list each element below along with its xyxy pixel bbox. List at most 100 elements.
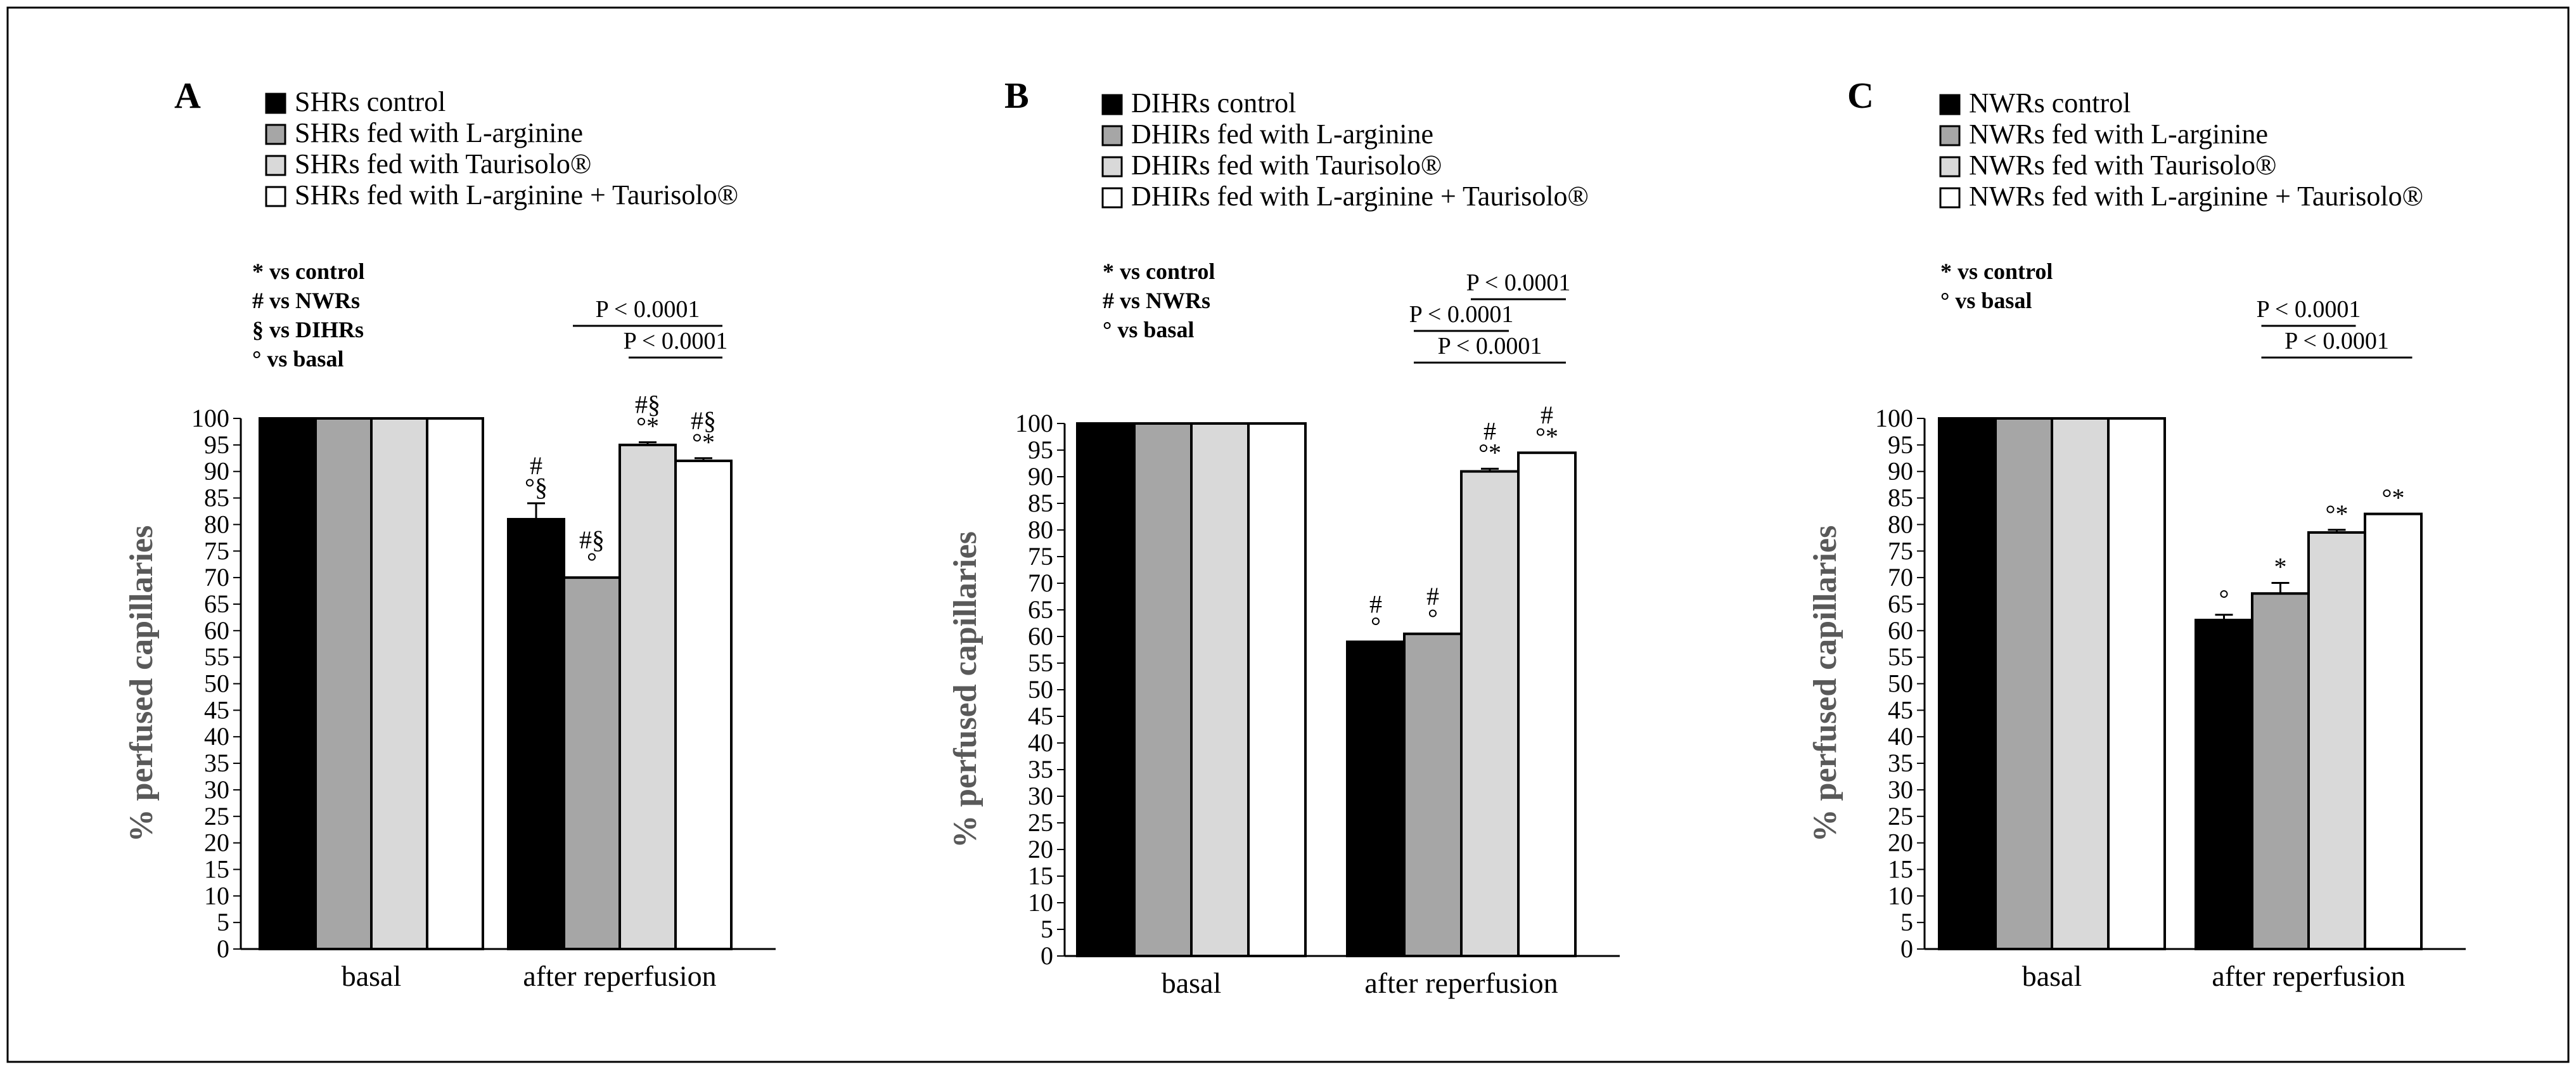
y-tick-label: 0 <box>1041 941 1053 970</box>
y-tick-label: 95 <box>1888 430 1913 459</box>
comparison-label: P < 0.0001 <box>596 296 700 323</box>
legend-swatch <box>265 155 286 176</box>
y-tick-label: 10 <box>1028 888 1053 917</box>
bar <box>1190 422 1250 957</box>
y-tick-label: 10 <box>1888 881 1913 910</box>
significance-mark: # <box>530 451 542 480</box>
bar <box>2307 531 2366 950</box>
legend-label: DHIRs fed with L-arginine + Taurisolo® <box>1131 181 1589 212</box>
bar <box>370 417 428 950</box>
y-tick-label: 85 <box>204 484 229 512</box>
significance-mark: #§ <box>635 391 660 419</box>
legend-label: NWRs fed with Taurisolo® <box>1969 150 2276 181</box>
significance-mark: °§ <box>525 473 548 501</box>
y-tick-label: 90 <box>204 457 229 486</box>
y-tick-label: 75 <box>204 536 229 565</box>
bar <box>1403 632 1463 957</box>
legend-label: DHIRs fed with L-arginine <box>1131 119 1433 150</box>
y-tick-label: 100 <box>1015 409 1053 437</box>
panel-letter: C <box>1847 75 1874 116</box>
y-tick-label: 65 <box>204 590 229 618</box>
footnote: ° vs basal <box>1103 317 1194 342</box>
bar <box>1994 417 2053 950</box>
footnote: § vs DIHRs <box>252 317 364 342</box>
y-tick-label: 60 <box>204 616 229 645</box>
footnote: ° vs basal <box>252 346 343 371</box>
significance-mark: # <box>1541 401 1553 429</box>
x-category-label: basal <box>2022 960 2082 992</box>
legend-swatch <box>1101 125 1123 146</box>
y-tick-label: 50 <box>204 669 229 698</box>
y-tick-label: 70 <box>1028 569 1053 597</box>
y-tick-label: 0 <box>217 934 229 963</box>
significance-mark: ° <box>587 547 597 576</box>
y-tick-label: 70 <box>1888 563 1913 591</box>
y-tick-label: 75 <box>1028 542 1053 571</box>
footnote: * vs control <box>252 259 364 284</box>
y-tick-label: 20 <box>204 829 229 857</box>
y-tick-label: 0 <box>1900 934 1913 963</box>
y-tick-label: 35 <box>1888 749 1913 777</box>
legend-label: SHRs fed with Taurisolo® <box>295 148 591 179</box>
panel-letter: A <box>174 75 201 116</box>
y-tick-label: 10 <box>204 881 229 910</box>
legend-swatch <box>1939 94 1961 115</box>
y-tick-label: 40 <box>1888 722 1913 751</box>
legend-swatch <box>1101 187 1123 209</box>
y-tick-label: 85 <box>1888 484 1913 512</box>
panel-letter: B <box>1004 75 1029 116</box>
bar <box>674 459 733 950</box>
y-tick-label: 100 <box>1875 404 1913 432</box>
legend-swatch <box>1101 94 1123 115</box>
legend-label: DHIRs fed with Taurisolo® <box>1131 150 1442 181</box>
significance-mark: # <box>1369 590 1382 618</box>
y-tick-label: 40 <box>1028 728 1053 757</box>
y-tick-label: 90 <box>1888 457 1913 486</box>
x-category-label: after reperfusion <box>2212 960 2405 992</box>
significance-mark: °* <box>2326 500 2349 528</box>
footnote: # vs NWRs <box>1103 288 1210 313</box>
legend-label: DIHRs control <box>1131 87 1296 119</box>
y-tick-label: 80 <box>204 510 229 538</box>
bar <box>2364 512 2423 950</box>
significance-mark: °* <box>2382 484 2405 512</box>
bar <box>426 417 484 950</box>
significance-mark: * <box>2274 552 2287 581</box>
y-tick-label: 5 <box>217 908 229 936</box>
y-tick-label: 25 <box>1028 808 1053 837</box>
comparison-label: P < 0.0001 <box>2257 296 2361 323</box>
y-axis-label: % perfused capillaries <box>124 526 160 843</box>
legend-swatch <box>1939 187 1961 209</box>
legend-swatch <box>265 124 286 145</box>
legend-swatch <box>265 93 286 114</box>
legend-label: SHRs control <box>295 86 445 117</box>
comparison-label: P < 0.0001 <box>624 328 728 354</box>
significance-mark: # <box>1426 582 1439 610</box>
y-tick-label: 100 <box>191 404 229 432</box>
y-tick-label: 60 <box>1888 616 1913 645</box>
y-tick-label: 20 <box>1028 835 1053 863</box>
y-tick-label: 30 <box>1028 782 1053 810</box>
bar <box>1133 422 1193 957</box>
y-tick-label: 5 <box>1041 915 1053 943</box>
y-tick-label: 80 <box>1888 510 1913 538</box>
legend-label: NWRs fed with L-arginine + Taurisolo® <box>1969 181 2423 212</box>
bar <box>2195 619 2253 950</box>
footnote: * vs control <box>1940 259 2053 284</box>
legend-swatch <box>1939 156 1961 178</box>
y-tick-label: 90 <box>1028 462 1053 491</box>
bar <box>1938 417 1997 950</box>
legend-label: SHRs fed with L-arginine <box>295 117 583 148</box>
footnote: ° vs basal <box>1940 288 2032 313</box>
y-tick-label: 45 <box>1028 702 1053 730</box>
bar <box>1247 422 1307 957</box>
y-tick-label: 35 <box>1028 755 1053 784</box>
y-tick-label: 25 <box>1888 802 1913 830</box>
significance-mark: °* <box>1478 438 1501 467</box>
legend-swatch <box>1939 125 1961 146</box>
y-tick-label: 50 <box>1888 669 1913 698</box>
significance-mark: ° <box>1428 604 1438 632</box>
bar <box>563 576 621 950</box>
